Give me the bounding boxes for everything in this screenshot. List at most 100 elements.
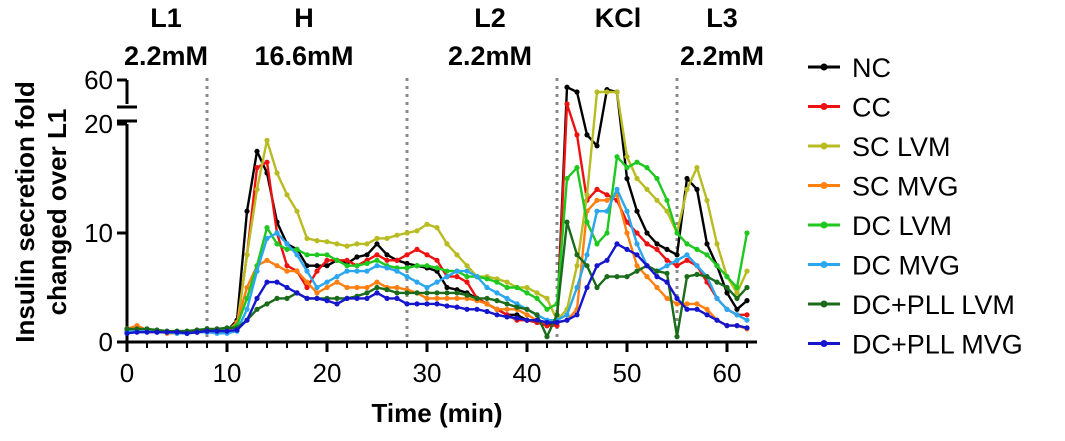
data-point (624, 165, 630, 171)
data-point (714, 241, 720, 247)
data-point (304, 268, 310, 274)
data-point (254, 148, 260, 154)
data-point (744, 284, 750, 291)
data-point (524, 312, 530, 318)
data-point (384, 265, 390, 271)
data-point (414, 228, 420, 234)
data-point (424, 221, 430, 227)
legend-label: CC (852, 93, 891, 123)
data-point (434, 295, 440, 301)
data-point (664, 257, 670, 263)
y-tick-label: 0 (99, 327, 113, 357)
data-point (534, 317, 540, 323)
data-point (304, 284, 310, 291)
data-point (644, 274, 650, 280)
data-point (474, 306, 480, 312)
data-point (734, 295, 740, 301)
data-point (714, 263, 720, 269)
data-point (344, 284, 350, 291)
data-point (294, 290, 300, 296)
legend-swatch-marker (820, 182, 828, 189)
data-point (464, 306, 470, 312)
data-point (634, 208, 640, 214)
data-point (424, 252, 430, 258)
data-point (404, 274, 410, 280)
data-point (284, 268, 290, 274)
data-point (324, 257, 330, 263)
data-point (484, 295, 490, 301)
data-point (304, 279, 310, 285)
data-point (704, 306, 710, 312)
phase-concentration: 2.2mM (680, 41, 764, 71)
data-point (614, 186, 620, 192)
legend-label: DC+PLL MVG (852, 330, 1023, 360)
data-point (694, 271, 700, 277)
data-point (254, 306, 260, 312)
data-point (664, 295, 670, 301)
data-point (594, 241, 600, 247)
data-point (634, 268, 640, 274)
data-point (464, 274, 470, 280)
data-point (394, 284, 400, 291)
data-point (504, 295, 510, 301)
data-point (274, 279, 280, 285)
data-point (344, 257, 350, 263)
data-point (544, 295, 550, 301)
data-point (684, 301, 690, 307)
data-point (344, 243, 350, 249)
data-point (254, 268, 260, 274)
data-point (424, 301, 430, 307)
data-point (284, 246, 290, 252)
data-point (634, 230, 640, 236)
data-point (454, 290, 460, 296)
data-point (354, 295, 360, 301)
data-point (694, 301, 700, 307)
data-point (264, 235, 270, 241)
data-point (294, 246, 300, 252)
data-point (704, 312, 710, 318)
data-point (694, 306, 700, 312)
phase-name: KCl (595, 3, 642, 33)
data-point (444, 268, 450, 274)
data-point (254, 165, 260, 171)
data-point (334, 241, 340, 247)
data-point (434, 279, 440, 285)
data-point (424, 295, 430, 301)
data-point (354, 254, 360, 260)
data-point (704, 197, 710, 203)
data-point (684, 252, 690, 258)
data-point (504, 301, 510, 307)
data-point (534, 312, 540, 318)
data-point (264, 137, 270, 143)
data-point (734, 323, 740, 329)
data-point (574, 252, 580, 258)
data-point (204, 328, 210, 334)
data-point (274, 241, 280, 247)
data-point (314, 268, 320, 274)
data-point (394, 232, 400, 238)
data-point (744, 312, 750, 318)
data-point (224, 328, 230, 334)
data-point (414, 290, 420, 296)
data-point (264, 279, 270, 285)
data-point (744, 325, 750, 331)
data-point (744, 268, 750, 274)
data-point (544, 306, 550, 312)
data-point (334, 279, 340, 285)
phase-concentration: 2.2mM (124, 41, 208, 71)
data-point (464, 268, 470, 274)
data-point (284, 263, 290, 269)
data-point (624, 208, 630, 214)
data-point (364, 284, 370, 291)
data-point (354, 284, 360, 291)
data-point (484, 301, 490, 307)
data-point (154, 329, 160, 335)
data-point (534, 295, 540, 301)
phase-concentration: 16.6mM (254, 41, 353, 71)
data-point (654, 197, 660, 203)
legend-swatch-marker (820, 63, 828, 71)
data-point (264, 257, 270, 263)
data-point (514, 315, 520, 321)
data-point (174, 329, 180, 335)
data-point (414, 263, 420, 269)
